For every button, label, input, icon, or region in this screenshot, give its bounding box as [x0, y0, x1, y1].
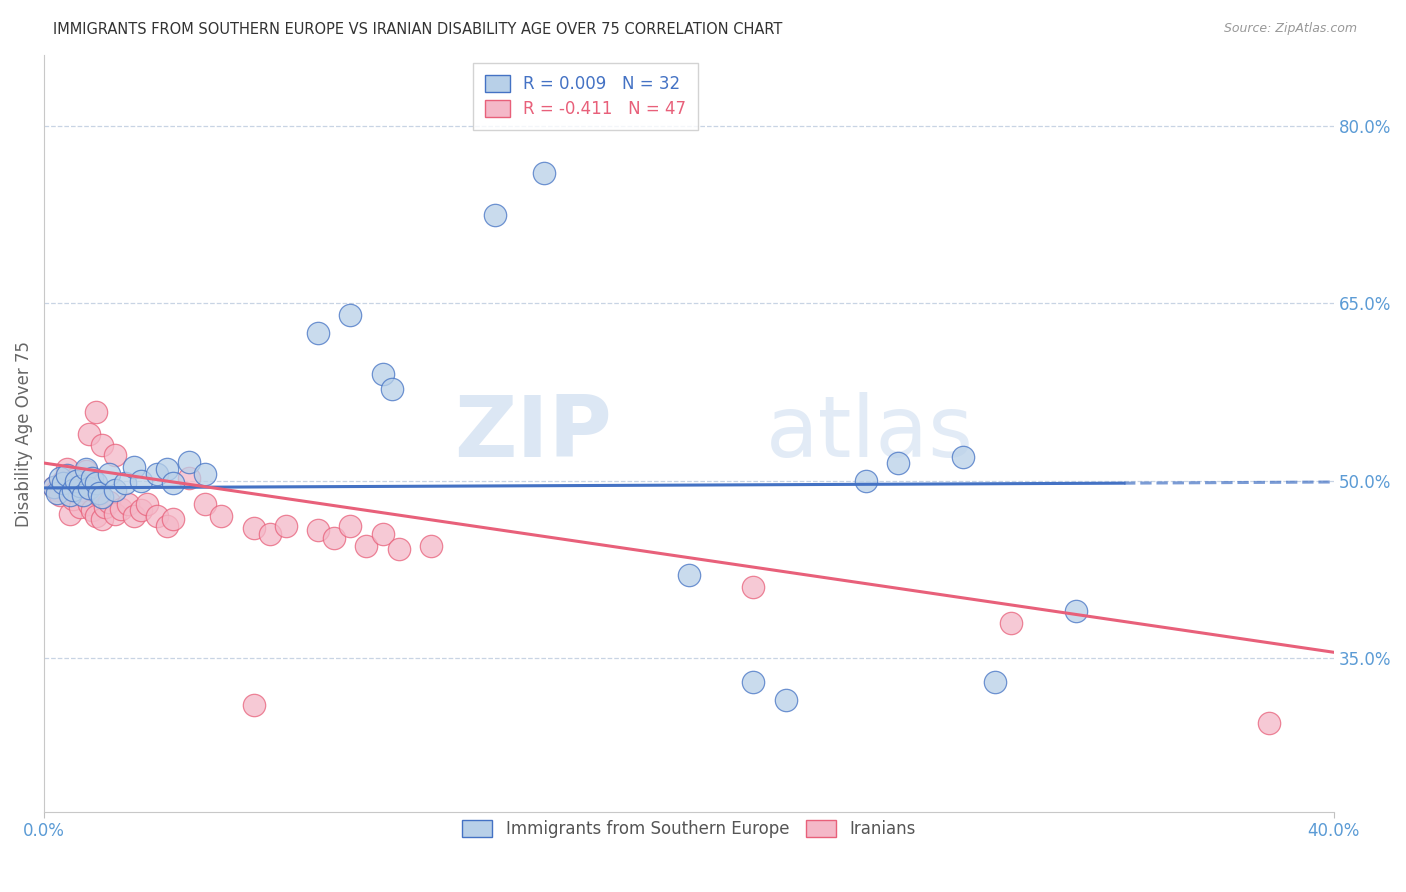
- Point: [242, 698, 264, 713]
- Text: IMMIGRANTS FROM SOUTHERN EUROPE VS IRANIAN DISABILITY AGE OVER 75 CORRELATION CH: IMMIGRANTS FROM SOUTHERN EUROPE VS IRANI…: [53, 22, 783, 37]
- Y-axis label: Disability Age Over 75: Disability Age Over 75: [15, 341, 32, 526]
- Point: [65, 471, 87, 485]
- Point: [194, 498, 217, 512]
- Point: [77, 426, 100, 441]
- Point: [104, 448, 127, 462]
- Point: [179, 455, 201, 469]
- Point: [104, 483, 127, 498]
- Text: ZIP: ZIP: [454, 392, 612, 475]
- Point: [1000, 615, 1022, 630]
- Point: [307, 326, 329, 340]
- Point: [91, 438, 114, 452]
- Point: [72, 488, 94, 502]
- Point: [59, 507, 82, 521]
- Point: [129, 474, 152, 488]
- Point: [97, 495, 120, 509]
- Point: [52, 474, 75, 488]
- Point: [259, 527, 281, 541]
- Point: [124, 459, 146, 474]
- Point: [97, 467, 120, 481]
- Point: [94, 500, 117, 514]
- Point: [49, 471, 72, 485]
- Point: [209, 509, 232, 524]
- Point: [87, 485, 110, 500]
- Point: [156, 462, 179, 476]
- Point: [371, 368, 394, 382]
- Point: [307, 524, 329, 538]
- Point: [46, 485, 69, 500]
- Text: atlas: atlas: [766, 392, 974, 475]
- Point: [77, 481, 100, 495]
- Point: [1258, 716, 1281, 731]
- Point: [62, 483, 84, 498]
- Point: [84, 405, 107, 419]
- Legend: Immigrants from Southern Europe, Iranians: Immigrants from Southern Europe, Iranian…: [456, 814, 922, 845]
- Point: [49, 488, 72, 502]
- Point: [533, 166, 555, 180]
- Point: [420, 539, 443, 553]
- Point: [69, 500, 91, 514]
- Point: [984, 674, 1007, 689]
- Point: [339, 308, 361, 322]
- Point: [887, 456, 910, 470]
- Point: [42, 480, 65, 494]
- Point: [104, 507, 127, 521]
- Point: [356, 539, 378, 553]
- Point: [274, 518, 297, 533]
- Point: [388, 542, 411, 557]
- Point: [91, 511, 114, 525]
- Point: [65, 474, 87, 488]
- Point: [156, 518, 179, 533]
- Point: [52, 476, 75, 491]
- Point: [75, 464, 97, 478]
- Point: [952, 450, 974, 465]
- Point: [742, 580, 765, 594]
- Point: [136, 498, 159, 512]
- Point: [87, 488, 110, 502]
- Point: [84, 476, 107, 491]
- Point: [75, 462, 97, 476]
- Point: [179, 471, 201, 485]
- Point: [775, 692, 797, 706]
- Point: [381, 382, 404, 396]
- Point: [77, 498, 100, 512]
- Point: [742, 674, 765, 689]
- Point: [55, 462, 77, 476]
- Point: [194, 467, 217, 481]
- Point: [1064, 604, 1087, 618]
- Point: [242, 521, 264, 535]
- Text: Source: ZipAtlas.com: Source: ZipAtlas.com: [1223, 22, 1357, 36]
- Point: [82, 503, 104, 517]
- Point: [129, 503, 152, 517]
- Point: [484, 208, 506, 222]
- Point: [91, 491, 114, 505]
- Point: [162, 476, 184, 491]
- Point: [46, 483, 69, 498]
- Point: [371, 527, 394, 541]
- Point: [114, 476, 136, 491]
- Point: [323, 531, 346, 545]
- Point: [117, 498, 139, 512]
- Point: [162, 511, 184, 525]
- Point: [82, 471, 104, 485]
- Point: [62, 491, 84, 506]
- Point: [855, 474, 877, 488]
- Point: [59, 488, 82, 502]
- Point: [678, 568, 700, 582]
- Point: [69, 478, 91, 492]
- Point: [124, 509, 146, 524]
- Point: [42, 480, 65, 494]
- Point: [110, 502, 132, 516]
- Point: [339, 518, 361, 533]
- Point: [84, 509, 107, 524]
- Point: [146, 509, 169, 524]
- Point: [72, 483, 94, 498]
- Point: [146, 467, 169, 481]
- Point: [55, 467, 77, 482]
